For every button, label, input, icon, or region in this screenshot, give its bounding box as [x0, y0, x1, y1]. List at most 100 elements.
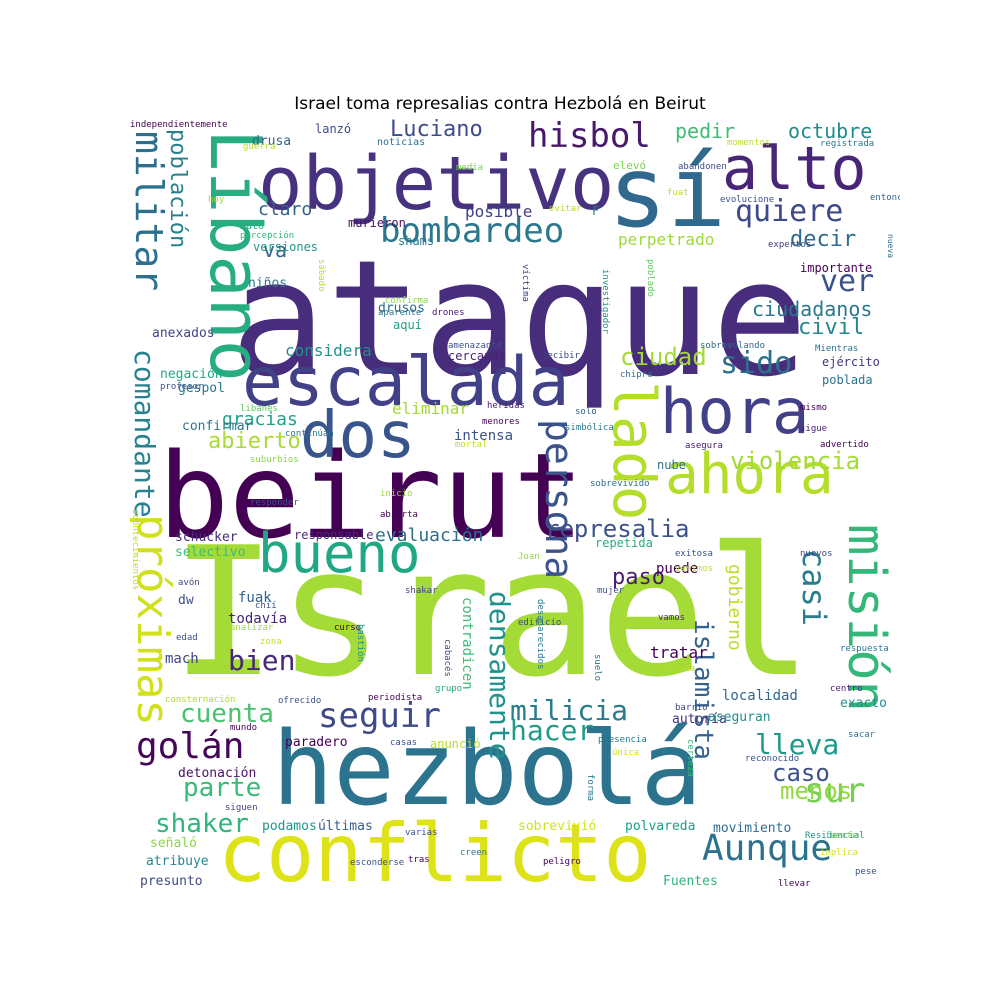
cloud-word: hezbolá — [272, 710, 702, 829]
cloud-word: hoy — [208, 195, 225, 205]
cloud-word: sido — [720, 346, 793, 381]
cloud-word: intensa — [454, 428, 514, 444]
cloud-word: expertos — [768, 240, 812, 250]
cloud-word: murieron — [348, 216, 406, 230]
cloud-word: edificio — [518, 618, 562, 628]
cloud-word: fuak — [238, 590, 272, 606]
cloud-word: hora — [660, 375, 810, 448]
cloud-word: menores — [482, 417, 520, 427]
cloud-word: Residencial — [805, 831, 865, 841]
cloud-word: grupo — [435, 684, 463, 694]
cloud-word: consternación — [165, 695, 236, 705]
cloud-word: schucker — [175, 530, 238, 545]
cloud-word: comandante — [130, 349, 161, 518]
cloud-word: anunció — [430, 737, 481, 751]
cloud-word: momentos — [727, 138, 771, 148]
cloud-word: periodista — [368, 693, 423, 703]
cloud-word: cabacés — [442, 639, 452, 677]
cloud-word: puede — [656, 561, 699, 577]
cloud-word: sobrevivido — [590, 479, 650, 489]
cloud-word: posible — [465, 202, 533, 221]
cloud-word: tras — [408, 855, 430, 865]
cloud-word: continúan — [285, 429, 334, 439]
cloud-word: importante — [800, 261, 873, 275]
cloud-word: presencia — [598, 735, 647, 745]
cloud-word: mach — [165, 651, 199, 667]
cloud-word: vamos — [658, 613, 686, 623]
cloud-word: población — [165, 129, 190, 249]
cloud-word: varias — [405, 828, 438, 838]
cloud-word: F — [592, 204, 600, 218]
cloud-word: llevar — [778, 879, 811, 889]
cloud-word: lado — [600, 381, 668, 521]
cloud-word: civil — [798, 315, 865, 340]
cloud-word: simbólica — [565, 423, 614, 433]
cloud-word: eliminar — [392, 399, 470, 418]
cloud-word: sí — [608, 136, 727, 250]
cloud-word: todavía — [228, 611, 288, 627]
cloud-word: forma — [585, 774, 595, 802]
cloud-word: caso — [772, 759, 830, 787]
cloud-word: centro — [830, 684, 863, 694]
cloud-word: negación — [160, 367, 223, 382]
cloud-word: sobrevivió — [518, 819, 597, 834]
cloud-word: bastión — [355, 624, 365, 662]
cloud-word: nueva — [886, 234, 895, 259]
cloud-word: ciudadanos — [752, 297, 873, 321]
cloud-word: barrio — [675, 703, 708, 713]
cloud-word: ahora — [665, 442, 834, 507]
cloud-word: represalia — [545, 515, 690, 543]
cloud-word: militar — [130, 131, 171, 292]
cloud-word: asegura — [685, 441, 723, 451]
cloud-word: percepción — [240, 231, 295, 241]
cloud-word: densamente — [483, 591, 516, 760]
cloud-word: confirma — [385, 296, 429, 306]
cloud-word: mató — [240, 221, 265, 232]
cloud-word: bombardeo — [380, 211, 565, 251]
cloud-word: mortal — [455, 440, 488, 450]
cloud-word: ataque — [230, 225, 808, 412]
cloud-word: shakar — [405, 586, 438, 596]
cloud-word: perpetrado — [618, 230, 715, 249]
cloud-word: sacar — [848, 730, 876, 740]
cloud-word: creen — [460, 848, 488, 858]
cloud-word: gracias — [222, 409, 298, 430]
cloud-word: evacuada — [652, 664, 696, 674]
cloud-word: registrada — [820, 139, 875, 149]
cloud-word: conflicto — [218, 807, 652, 891]
cloud-word: peligro — [543, 857, 581, 867]
cloud-word: gobierno — [724, 564, 745, 651]
cloud-word: dos — [300, 399, 416, 473]
cloud-word: abandonen — [678, 162, 727, 172]
cloud-word: violencia — [730, 447, 861, 475]
cloud-word: acontecimientos — [130, 509, 140, 591]
cloud-word: poblada — [822, 373, 873, 387]
cloud-word: solo — [575, 407, 597, 417]
cloud-word: pese — [855, 867, 877, 877]
cloud-word: considera — [285, 341, 372, 360]
cloud-word: profesor — [160, 382, 204, 392]
cloud-word: paradero — [285, 735, 348, 750]
cloud-word: polvareda — [625, 819, 696, 834]
cloud-word: decir — [790, 227, 857, 252]
cloud-word: podamos — [262, 819, 317, 834]
cloud-word: quiere — [735, 194, 844, 229]
cloud-word: beirut — [158, 427, 585, 565]
cloud-word: media — [456, 163, 484, 173]
cloud-word: cercanas — [448, 349, 506, 363]
cloud-word: drusa — [252, 134, 292, 149]
cloud-word: siguen — [225, 803, 258, 813]
cloud-word: ver — [820, 264, 875, 299]
cloud-word: evitar — [549, 204, 582, 214]
cloud-word: avón — [178, 578, 200, 588]
cloud-word: recibir — [542, 351, 580, 361]
cloud-word: responder — [250, 498, 299, 508]
cloud-word: nube — [657, 458, 686, 472]
cloud-word: atribuye — [146, 854, 209, 869]
cloud-word: Aunque — [702, 828, 833, 869]
cloud-word: contradicen — [459, 597, 475, 690]
cloud-word: edad — [176, 633, 198, 643]
cloud-word: certeza — [685, 739, 695, 777]
cloud-word: shams — [398, 234, 435, 248]
cloud-word: seguir — [318, 696, 441, 736]
